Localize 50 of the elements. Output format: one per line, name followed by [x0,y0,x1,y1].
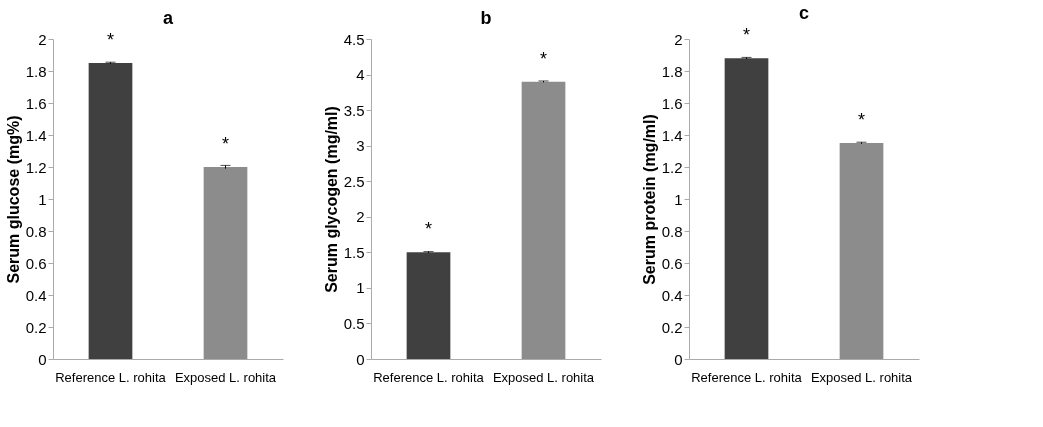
y-tick-label: 1.5 [343,243,365,261]
y-tick-label: 4 [356,66,365,84]
y-tick-label: 0.8 [661,222,683,240]
y-tick-label: 1.2 [661,158,683,176]
y-tick-label: 2 [674,30,683,48]
y-tick-label: 0.4 [25,286,47,304]
x-tick-label: Exposed L. rohita [810,369,913,385]
y-axis-title: Serum protein (mg/ml) [640,114,658,285]
y-tick-label: 0 [356,350,365,368]
y-tick-label: 1 [38,190,47,208]
y-tick-label: 0.5 [343,314,365,332]
annotation: * [742,25,751,46]
x-tick-label: Exposed L. rohita [492,369,595,385]
chart-title: b [480,8,492,28]
y-tick-label: 0.6 [661,254,683,272]
y-tick-label: 0.6 [25,254,47,272]
annotation: * [857,110,866,130]
y-tick-label: 2 [38,30,47,48]
annotation: * [424,219,433,240]
x-tick-label: Exposed L. rohita [174,369,277,385]
y-tick-label: 1.4 [25,126,47,144]
y-tick-label: 0.2 [661,318,683,336]
x-tick-label: Reference L. rohita [691,369,803,385]
chart-title: c [798,3,810,24]
y-tick-label: 3.5 [343,101,365,119]
y-tick-label: 0.8 [25,222,47,240]
annotation: * [221,134,230,154]
x-tick-label: Reference L. rohita [373,369,485,385]
y-tick-label: 0 [38,350,47,368]
y-tick-label: 4.5 [343,30,365,48]
x-tick-label: Reference L. rohita [55,369,167,385]
y-tick-label: 1.6 [25,94,47,112]
annotation: * [539,48,548,69]
y-tick-label: 1.2 [25,158,47,176]
y-tick-label: 0 [674,350,683,368]
y-tick-label: 0.4 [661,286,683,304]
y-axis-title: Serum glucose (mg%) [4,115,22,284]
y-tick-label: 1.8 [661,62,683,80]
chart-title: a [162,8,174,28]
y-tick-label: 2.5 [343,172,365,190]
y-tick-label: 1.8 [25,62,47,80]
y-tick-label: 0.2 [25,318,47,336]
y-tick-label: 1.4 [661,126,683,144]
annotation: * [106,30,115,50]
y-axis-title: Serum glycogen (mg/ml) [322,106,340,293]
y-tick-label: 1 [674,190,683,208]
y-tick-label: 2 [356,208,365,226]
y-tick-label: 3 [356,137,365,155]
y-tick-label: 1.6 [661,94,683,112]
y-tick-label: 1 [356,279,365,297]
